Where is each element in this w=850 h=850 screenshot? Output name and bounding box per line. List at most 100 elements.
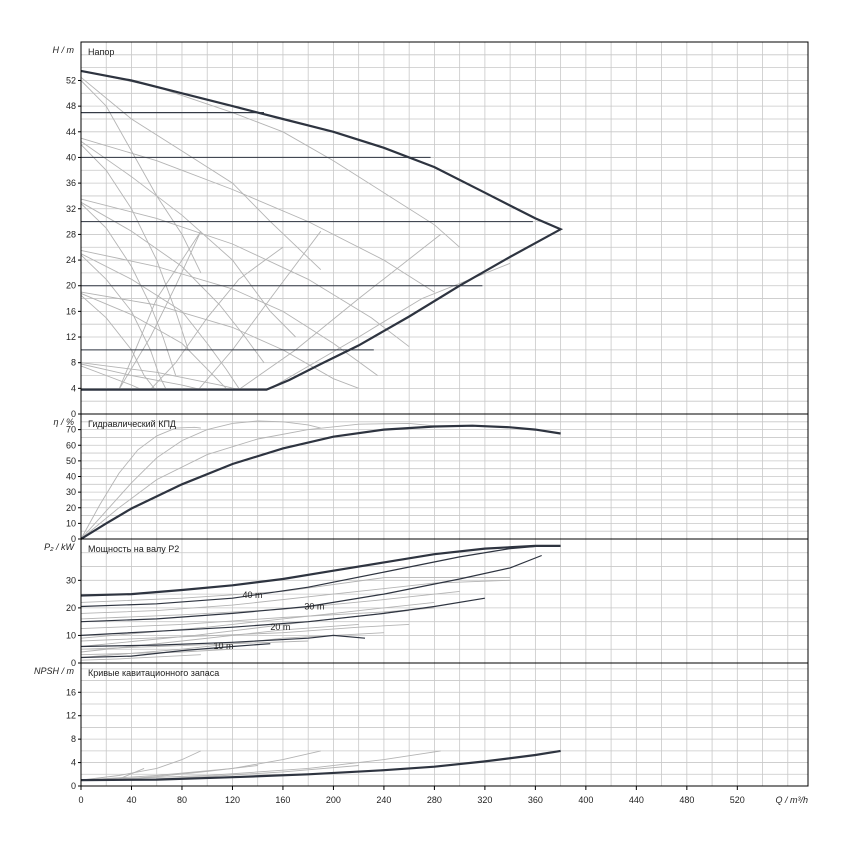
panel-title: Гидравлический КПД xyxy=(88,419,176,429)
y-tick-label: 12 xyxy=(66,332,76,342)
y-tick-label: 40 xyxy=(66,472,76,482)
x-tick-label: 80 xyxy=(177,795,187,805)
y-tick-label: 30 xyxy=(66,575,76,585)
x-tick-label: 480 xyxy=(679,795,694,805)
curve-annotation: 30 m xyxy=(304,601,324,611)
series-curve xyxy=(80,654,201,661)
y-tick-label: 44 xyxy=(66,127,76,137)
y-axis-label: NPSH / m xyxy=(34,666,75,676)
y-tick-label: 50 xyxy=(66,456,76,466)
curve-annotation: 10 m xyxy=(214,641,234,651)
y-axis-label: H / m xyxy=(53,45,75,55)
y-tick-label: 28 xyxy=(66,229,76,239)
panel-2: 0 10 20 30 40 50 60 70 Гидравлический КПД η / % xyxy=(53,413,809,544)
y-tick-label: 0 xyxy=(71,781,76,791)
y-tick-label: 8 xyxy=(71,734,76,744)
y-tick-label: 12 xyxy=(66,711,76,721)
series-bold xyxy=(80,544,561,597)
y-axis-label: η / % xyxy=(53,417,74,427)
series-curve xyxy=(80,579,511,614)
series-curve xyxy=(80,420,321,540)
series-curve xyxy=(80,623,410,642)
series-curve xyxy=(80,426,201,540)
curve-annotation: 40 m xyxy=(243,590,263,600)
series-mid xyxy=(80,643,271,659)
series-curve xyxy=(238,234,441,390)
x-tick-label: 40 xyxy=(126,795,136,805)
y-tick-label: 24 xyxy=(66,255,76,265)
y-tick-label: 32 xyxy=(66,204,76,214)
x-tick-label: 520 xyxy=(730,795,745,805)
series-mid xyxy=(80,554,542,623)
panel-4: 0 4 8 12 16 Кривые кавитационного запаса NPSH … xyxy=(34,662,809,791)
series-bold xyxy=(80,424,561,540)
x-tick-label: 0 xyxy=(78,795,83,805)
y-tick-label: 52 xyxy=(66,75,76,85)
series-curve xyxy=(80,144,189,351)
y-tick-label: 10 xyxy=(66,630,76,640)
x-tick-label: 160 xyxy=(275,795,290,805)
y-tick-label: 16 xyxy=(66,687,76,697)
x-tick-label: 200 xyxy=(326,795,341,805)
x-tick-label: 240 xyxy=(376,795,391,805)
series-curve xyxy=(80,750,441,781)
panel-3: 0 10 20 30 40 m 30 m 20 m 10 m Мощность на валу … xyxy=(44,538,809,668)
panel-title: Напор xyxy=(88,47,114,57)
y-tick-label: 30 xyxy=(66,487,76,497)
y-tick-label: 16 xyxy=(66,306,76,316)
series-curve xyxy=(80,249,378,376)
y-tick-label: 20 xyxy=(66,603,76,613)
series-mid xyxy=(80,545,542,608)
series-envelope xyxy=(80,69,564,391)
series-curve xyxy=(80,422,441,540)
series-curve xyxy=(80,80,202,274)
series-curve xyxy=(80,253,240,389)
series-curve xyxy=(80,601,435,639)
series-curve xyxy=(150,246,284,390)
x-tick-label: 360 xyxy=(528,795,543,805)
x-axis: 0 40 80 120 160 200 240 280 320 360 400 440 480 520 xyxy=(78,786,745,805)
series-bold xyxy=(80,749,561,782)
panel-frame xyxy=(80,662,809,787)
curve-annotation: 20 m xyxy=(270,622,290,632)
series-curve xyxy=(80,590,460,620)
y-tick-label: 4 xyxy=(71,758,76,768)
x-tick-label: 320 xyxy=(477,795,492,805)
series-mid xyxy=(80,634,366,648)
x-tick-label: 120 xyxy=(225,795,240,805)
series-curve xyxy=(80,623,359,653)
series-curve xyxy=(80,76,322,271)
series-curve xyxy=(80,292,227,389)
series-curve xyxy=(106,765,258,781)
panel-title: Мощность на валу P2 xyxy=(88,544,179,554)
y-tick-label: 0 xyxy=(71,409,76,419)
y-tick-label: 8 xyxy=(71,358,76,368)
y-tick-label: 0 xyxy=(71,534,76,544)
y-tick-label: 20 xyxy=(66,281,76,291)
y-tick-label: 20 xyxy=(66,503,76,513)
y-tick-label: 70 xyxy=(66,425,76,435)
x-axis-label: Q / m³/h xyxy=(775,795,808,805)
series-curve xyxy=(80,291,359,389)
series-curve xyxy=(80,254,167,389)
series-curve xyxy=(80,362,239,391)
series-curve xyxy=(80,365,142,391)
series-curve xyxy=(80,648,233,656)
series-curve xyxy=(80,141,296,338)
x-tick-label: 440 xyxy=(629,795,644,805)
x-tick-label: 400 xyxy=(578,795,593,805)
series-curve xyxy=(80,198,410,348)
series-curve xyxy=(118,230,202,390)
series-mid xyxy=(80,597,485,636)
y-axis-label: P₂ / kW xyxy=(44,542,75,552)
y-tick-label: 48 xyxy=(66,101,76,111)
series-curve xyxy=(80,363,202,391)
x-tick-label: 280 xyxy=(427,795,442,805)
y-tick-label: 40 xyxy=(66,152,76,162)
panel-title: Кривые кавитационного запаса xyxy=(88,668,219,678)
y-tick-label: 60 xyxy=(66,440,76,450)
y-tick-label: 4 xyxy=(71,383,76,393)
series-curve xyxy=(198,230,322,390)
